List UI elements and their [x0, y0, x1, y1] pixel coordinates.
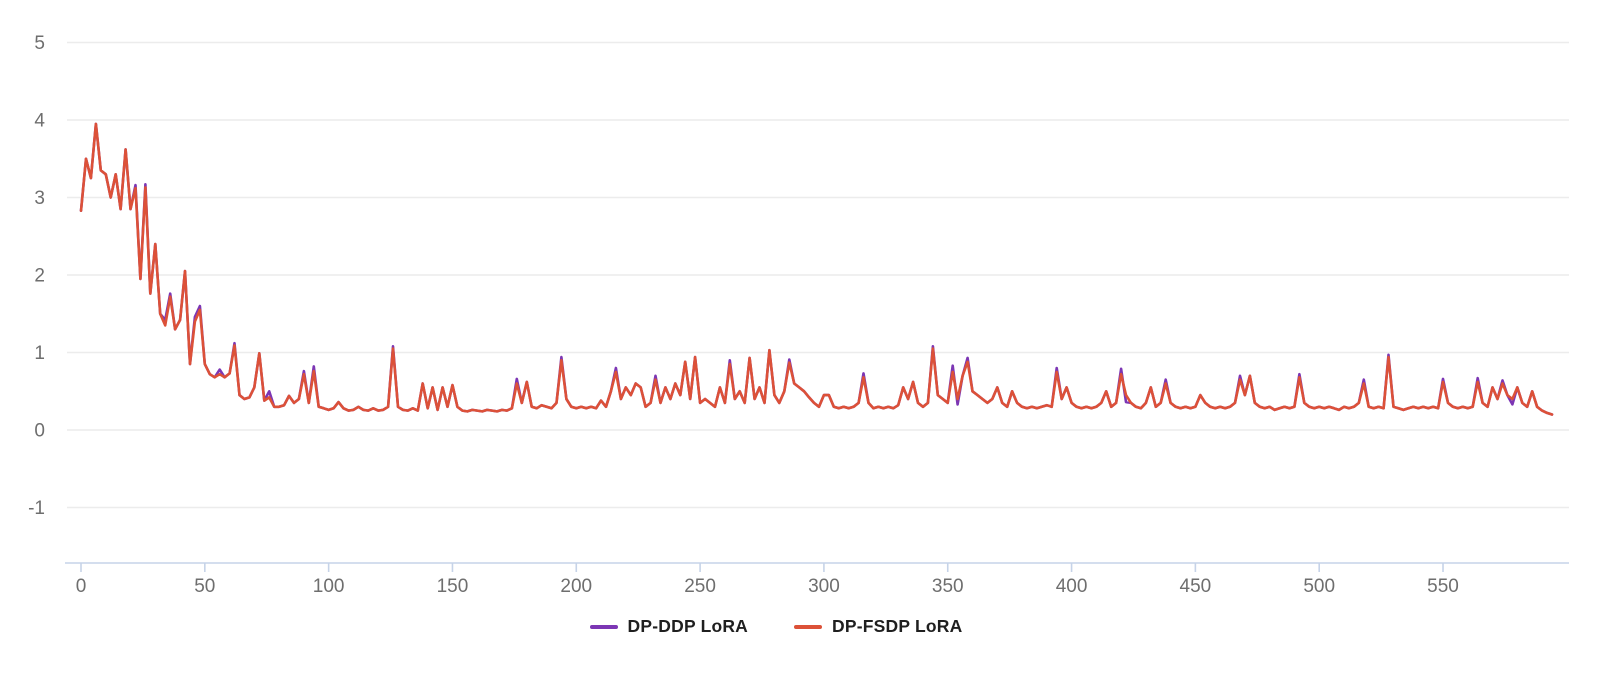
x-tick-label: 300: [808, 576, 840, 597]
y-tick-label: -1: [28, 498, 45, 519]
y-tick-label: 0: [34, 421, 45, 442]
x-tick-label: 50: [194, 576, 215, 597]
x-tick-label: 350: [932, 576, 964, 597]
x-tick-label: 400: [1056, 576, 1088, 597]
x-tick-label: 100: [313, 576, 345, 597]
series-line-dp-ddp-lora: [79, 122, 1554, 416]
dp-ddp-lora-line-swatch: [589, 624, 618, 629]
series-line-dp-fsdp-lora: [79, 122, 1554, 416]
y-tick-label: 2: [34, 266, 45, 287]
x-tick-label: 550: [1427, 576, 1459, 597]
x-tick-label: 0: [76, 576, 87, 597]
x-tick-label: 150: [437, 576, 469, 597]
legend-item-dp-ddp-lora[interactable]: DP-DDP LoRA: [589, 616, 749, 637]
y-tick-label: 3: [34, 188, 45, 209]
x-tick-label: 250: [684, 576, 716, 597]
y-tick-label: 5: [34, 33, 45, 54]
y-tick-label: 1: [34, 343, 45, 364]
dp-fsdp-lora-line-swatch: [794, 624, 823, 629]
dp-fsdp-lora-legend-label: DP-FSDP LoRA: [832, 616, 963, 636]
dp-ddp-lora-legend-label: DP-DDP LoRA: [627, 616, 749, 636]
y-tick-label: 4: [34, 111, 45, 132]
chart-legend: DP-DDP LoRA DP-FSDP LoRA: [0, 616, 1552, 637]
x-tick-label: 450: [1180, 576, 1212, 597]
x-tick-label: 200: [560, 576, 592, 597]
legend-item-dp-fsdp-lora[interactable]: DP-FSDP LoRA: [794, 616, 962, 637]
x-tick-label: 500: [1303, 576, 1335, 597]
